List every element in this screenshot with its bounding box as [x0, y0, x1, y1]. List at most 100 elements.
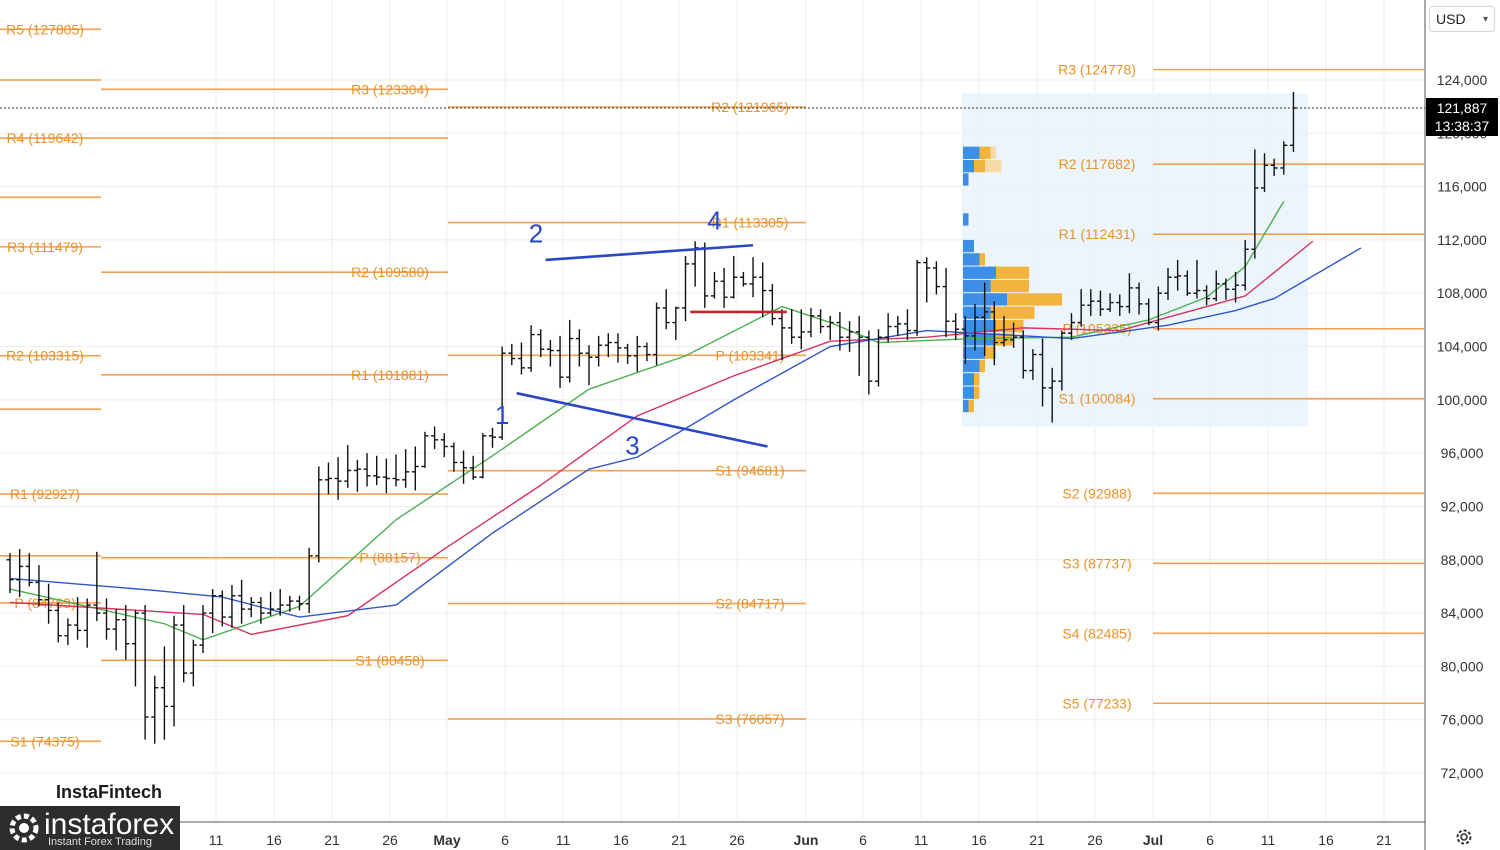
ohlc-bar — [710, 271, 718, 299]
ohlc-bar — [411, 446, 419, 491]
pivot-label: R5 (127805) — [6, 21, 84, 37]
time-tick-label: 11 — [209, 832, 224, 848]
ohlc-bar — [74, 597, 82, 640]
volume-profile-background — [962, 93, 1308, 427]
ohlc-bar — [932, 261, 940, 295]
ohlc-bar — [305, 547, 313, 614]
pivot-label: R2 (117682) — [1059, 156, 1136, 172]
trend-line — [545, 243, 754, 262]
volume-profile-bar-up — [963, 306, 991, 319]
ohlc-bar — [604, 333, 612, 358]
ohlc-bar — [672, 306, 680, 340]
ohlc-bar — [836, 311, 844, 351]
pivot-label: S2 (84717) — [715, 596, 784, 612]
ohlc-bar — [961, 315, 969, 364]
ohlc-bar — [1116, 294, 1124, 316]
ohlc-bar — [865, 330, 873, 395]
ohlc-bar — [817, 309, 825, 334]
ohlc-bar — [324, 462, 332, 495]
ohlc-bar — [276, 589, 284, 616]
time-tick-label: 11 — [556, 832, 571, 848]
volume-profile-bar-extra — [985, 159, 1002, 173]
volume-profile-bar-up — [963, 266, 996, 279]
wave-labels: 1 2 3 4 — [495, 205, 722, 460]
time-tick-label: 6 — [1206, 832, 1214, 848]
ohlc-bar — [16, 549, 24, 598]
ohlc-bar — [93, 551, 101, 622]
price-tick-label: 124,000 — [1437, 72, 1488, 88]
ohlc-bar — [1193, 259, 1201, 299]
ohlc-bar — [382, 458, 390, 494]
volume-profile-bar-up — [963, 146, 980, 159]
volume-profile-bar-up — [963, 346, 985, 359]
currency-select[interactable]: USD ▾ — [1429, 6, 1495, 32]
time-tick-label: 6 — [501, 832, 509, 848]
ohlc-bar — [218, 590, 226, 627]
ohlc-bar — [614, 333, 622, 363]
ohlc-bar — [788, 309, 796, 344]
brand-box: instaforex Instant Forex Trading — [0, 806, 180, 850]
pivot-label: P (88157) — [359, 550, 420, 566]
ohlc-bar — [209, 589, 217, 634]
ohlc-bar — [450, 442, 458, 472]
volume-profile-bar-up — [963, 319, 996, 333]
time-tick-label: 16 — [266, 832, 282, 848]
volume-profile-bar-up — [963, 359, 980, 373]
ohlc-bar — [6, 553, 14, 594]
ohlc-bar — [247, 597, 255, 618]
ohlc-bar — [170, 615, 178, 727]
currency-label: USD — [1436, 11, 1466, 27]
time-tick-label: 16 — [971, 832, 987, 848]
ohlc-bar — [1174, 259, 1182, 291]
ohlc-bar — [797, 309, 805, 350]
ohlc-bar — [189, 639, 197, 687]
ohlc-bar — [25, 553, 33, 587]
price-tick-label: 112,000 — [1437, 232, 1487, 248]
ohlc-bar — [508, 343, 516, 366]
ohlc-bar — [942, 267, 950, 338]
ohlc-bar — [228, 585, 236, 628]
ohlc-bar — [653, 302, 661, 366]
volume-profile-bar-up — [963, 373, 974, 386]
ohlc-bar — [624, 343, 632, 364]
price-tick-label: 108,000 — [1437, 285, 1488, 301]
instaforex-logo-icon — [9, 813, 39, 843]
pivot-label: S1 (74375) — [10, 733, 79, 749]
pivot-label: S1 (94681) — [715, 463, 784, 479]
ohlc-bar — [720, 267, 728, 308]
time-tick-label: 26 — [382, 832, 398, 848]
ohlc-bar — [1145, 298, 1153, 326]
time-tick-label: May — [433, 832, 460, 848]
pivot-levels: R5 (127805) R4 (119642) R3 (111479) R2 (103… — [0, 21, 1424, 749]
time-tick-label: 26 — [729, 832, 745, 848]
ohlc-bar — [894, 315, 902, 336]
ohlc-bar — [662, 289, 670, 330]
pivot-label: R4 (119642) — [7, 130, 84, 146]
pivot-label: S1 (100084) — [1058, 391, 1135, 407]
price-tick-label: 72,000 — [1441, 765, 1484, 781]
ohlc-bar — [460, 450, 468, 484]
ohlc-bar — [431, 426, 439, 450]
pivot-label: S1 (80458) — [355, 652, 424, 668]
ohlc-bar — [1010, 322, 1018, 348]
time-tick-label: 21 — [671, 832, 687, 848]
volume-profile-bar-down — [974, 159, 985, 173]
ohlc-bars — [6, 91, 1297, 744]
ohlc-bar — [595, 335, 603, 367]
ohlc-bar — [392, 454, 400, 487]
ohlc-bar — [1251, 149, 1259, 259]
ohlc-bar — [1029, 349, 1037, 380]
ohlc-bar — [122, 605, 130, 660]
gear-icon[interactable] — [1454, 827, 1474, 847]
bar-countdown: 13:38:37 — [1434, 118, 1490, 134]
volume-profile-bar-down — [985, 346, 996, 359]
wave-label: 3 — [625, 430, 639, 460]
pivot-label: R2 (103315) — [6, 348, 84, 364]
wave-label: 1 — [495, 400, 509, 430]
ohlc-bar — [1125, 273, 1133, 314]
price-tick-label: 104,000 — [1437, 339, 1488, 355]
ohlc-bar — [875, 329, 882, 387]
ohlc-bar — [141, 605, 149, 740]
ohlc-bar — [160, 646, 168, 740]
